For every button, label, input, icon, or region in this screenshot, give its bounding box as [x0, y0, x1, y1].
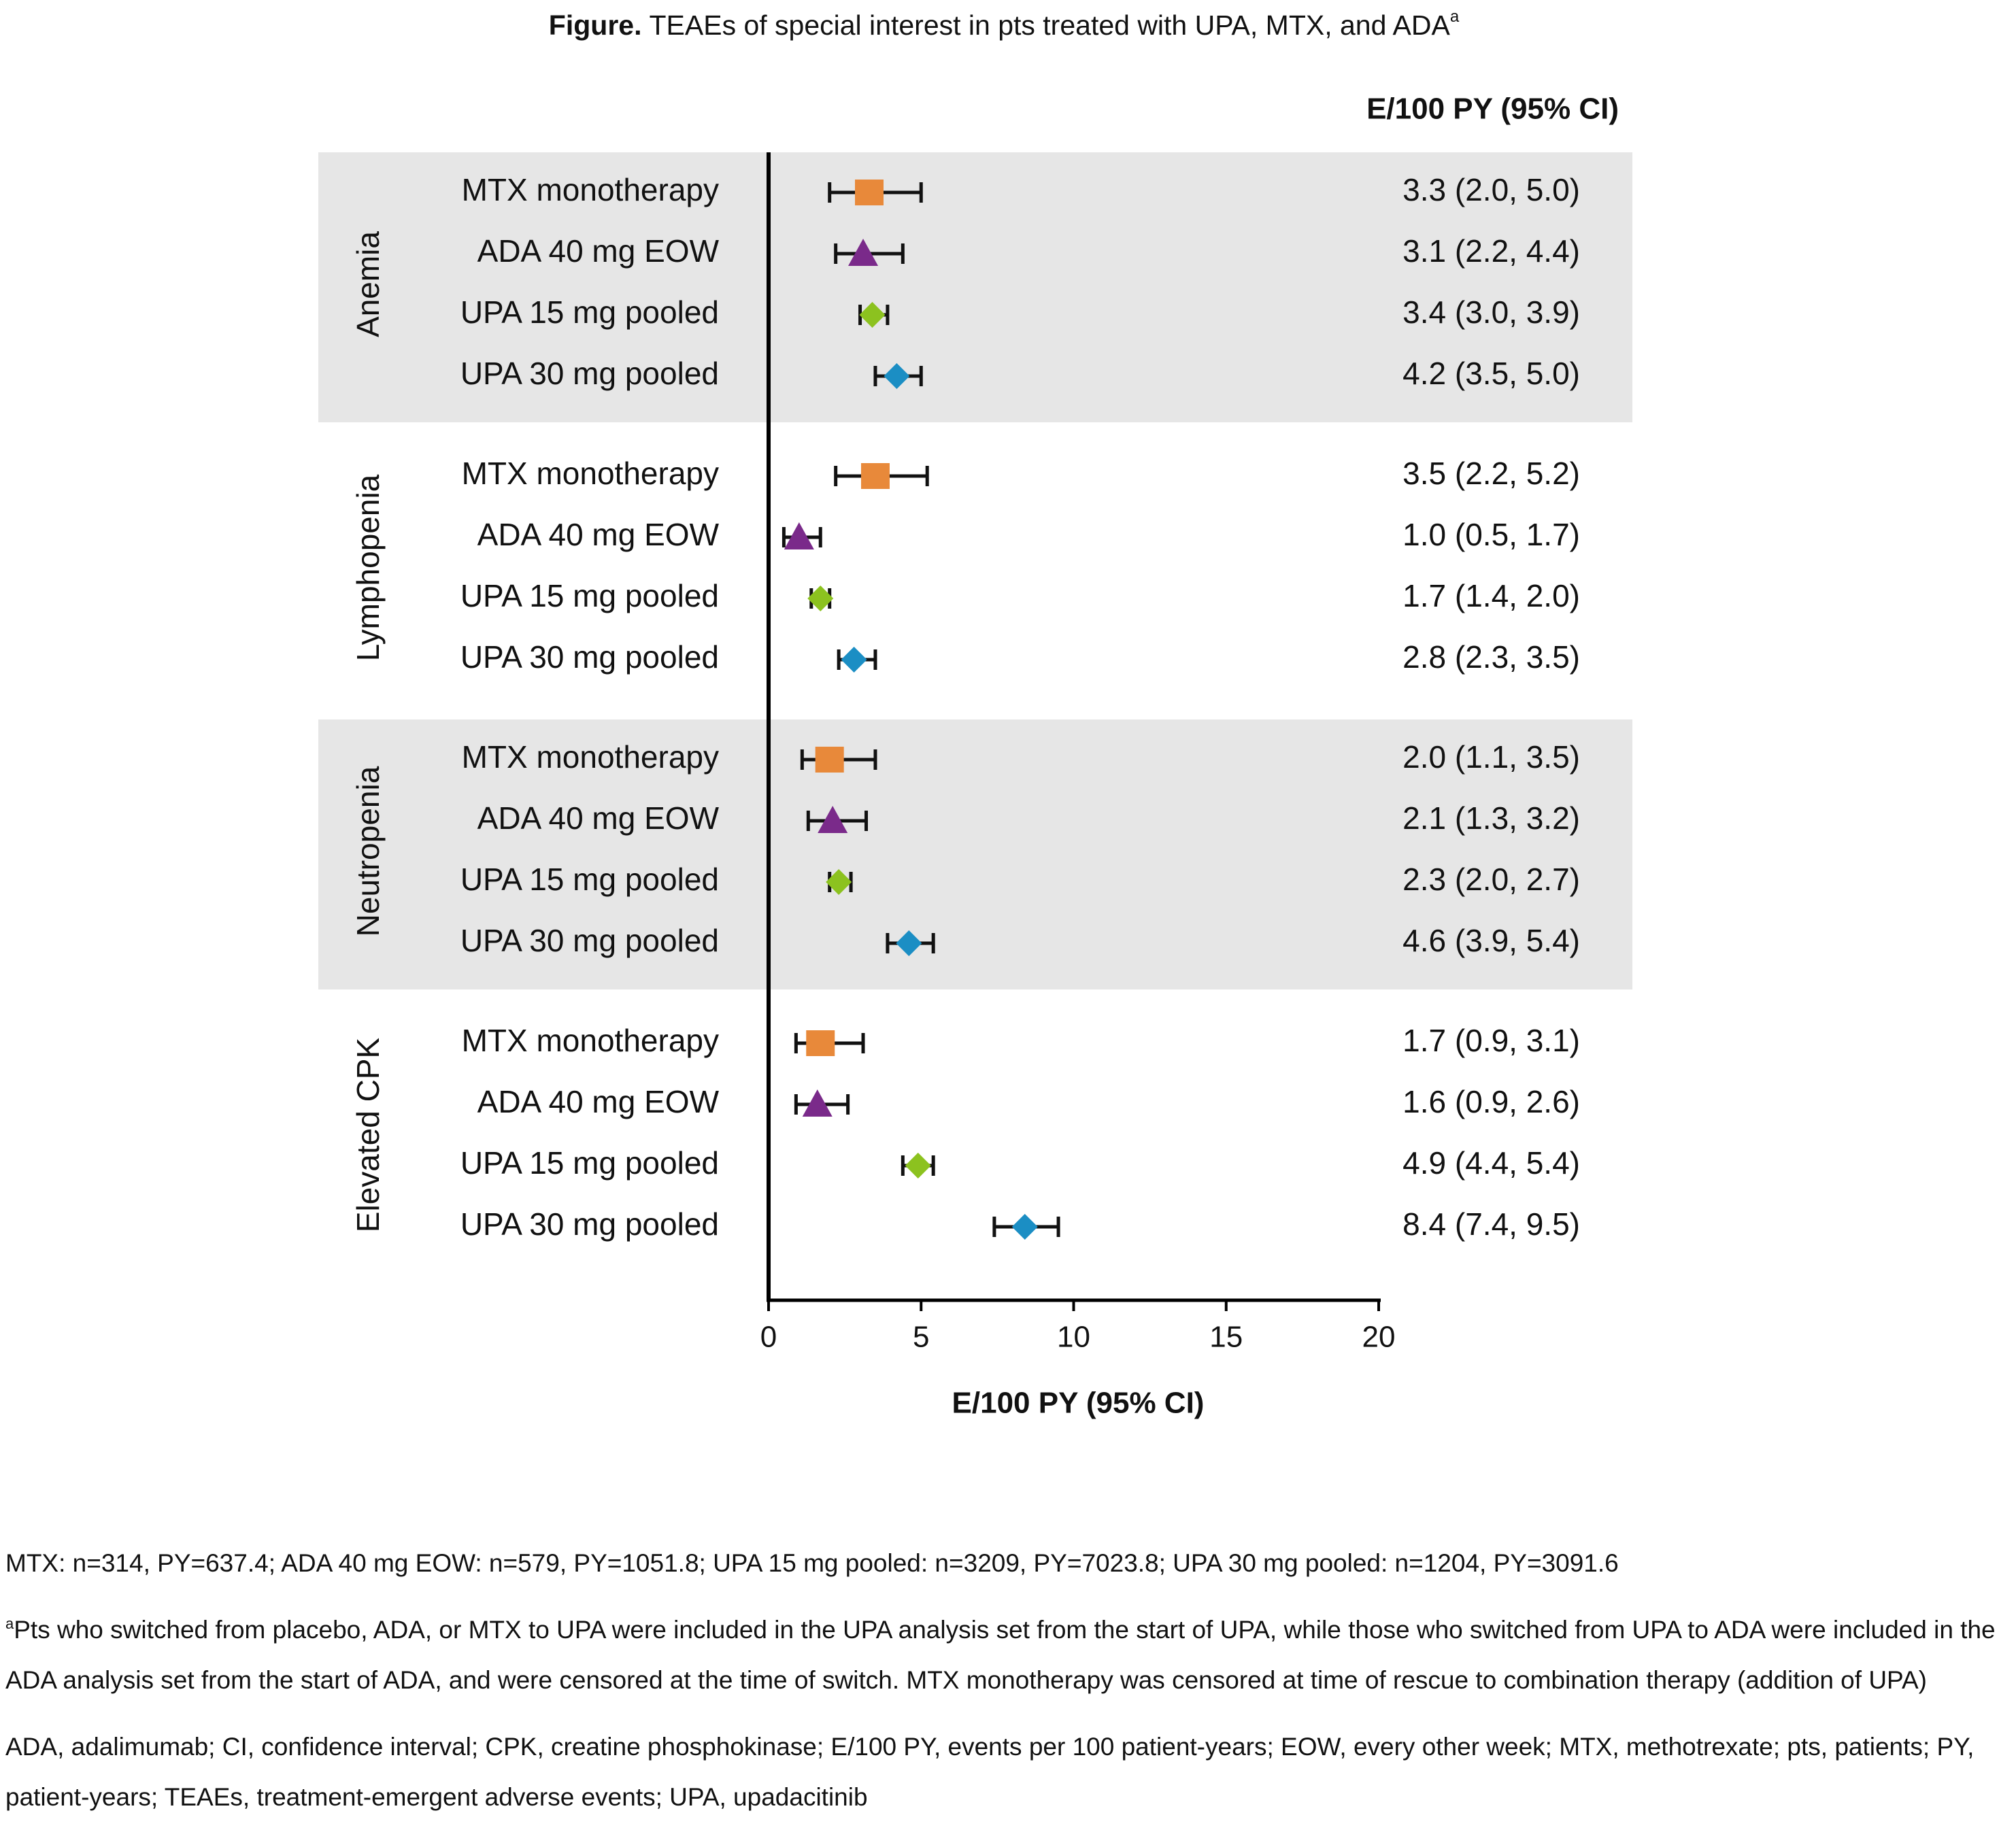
value-label: 3.3 (2.0, 5.0)	[1402, 172, 1580, 207]
row-label: UPA 15 mg pooled	[460, 578, 719, 613]
group-label: Elevated CPK	[350, 1038, 386, 1233]
value-label: 1.0 (0.5, 1.7)	[1402, 517, 1580, 552]
row-label: UPA 15 mg pooled	[460, 1145, 719, 1181]
x-axis-title: E/100 PY (95% CI)	[952, 1387, 1205, 1420]
group-label: Neutropenia	[350, 766, 386, 936]
row-label: UPA 30 mg pooled	[460, 356, 719, 391]
row-label: MTX monotherapy	[462, 1023, 719, 1058]
value-label: 1.7 (1.4, 2.0)	[1402, 578, 1580, 613]
row-label: MTX monotherapy	[462, 456, 719, 491]
row-label: ADA 40 mg EOW	[477, 800, 720, 836]
value-label: 3.5 (2.2, 5.2)	[1402, 456, 1580, 491]
marker-diamond	[807, 586, 834, 611]
value-label: 4.6 (3.9, 5.4)	[1402, 923, 1580, 958]
marker-triangle	[784, 522, 814, 549]
row-label: ADA 40 mg EOW	[477, 233, 720, 269]
marker-diamond	[905, 1153, 931, 1179]
marker-triangle	[818, 806, 848, 833]
footnote: ADA, adalimumab; CI, confidence interval…	[5, 1722, 2005, 1823]
footnote-text: Pts who switched from placebo, ADA, or M…	[5, 1616, 1996, 1694]
marker-square	[806, 1030, 835, 1056]
footnote: MTX: n=314, PY=637.4; ADA 40 mg EOW: n=5…	[5, 1538, 2005, 1589]
footnote-text: MTX: n=314, PY=637.4; ADA 40 mg EOW: n=5…	[5, 1549, 1619, 1577]
marker-triangle	[848, 239, 879, 266]
marker-diamond	[896, 930, 922, 956]
x-tick-label: 5	[913, 1321, 929, 1354]
footnote-marker: a	[5, 1615, 14, 1632]
footnotes: MTX: n=314, PY=637.4; ADA 40 mg EOW: n=5…	[5, 1538, 2005, 1839]
value-label: 3.4 (3.0, 3.9)	[1402, 294, 1580, 330]
chart: Figure. TEAEs of special interest in pts …	[318, 7, 1632, 1420]
value-label: 2.1 (1.3, 3.2)	[1402, 800, 1580, 836]
x-tick-label: 10	[1057, 1321, 1090, 1354]
x-tick-label: 0	[760, 1321, 777, 1354]
value-label: 1.6 (0.9, 2.6)	[1402, 1084, 1580, 1119]
row-label: UPA 30 mg pooled	[460, 639, 719, 675]
footnote: aPts who switched from placebo, ADA, or …	[5, 1605, 2005, 1706]
title-sup: a	[1450, 7, 1460, 26]
value-label: 2.3 (2.0, 2.7)	[1402, 862, 1580, 897]
x-tick-label: 20	[1362, 1321, 1396, 1354]
group-label: Anemia	[350, 231, 386, 337]
row-label: ADA 40 mg EOW	[477, 517, 720, 552]
marker-diamond	[841, 647, 867, 673]
value-label: 2.0 (1.1, 3.5)	[1402, 739, 1580, 775]
value-label: 3.1 (2.2, 4.4)	[1402, 233, 1580, 269]
row-label: UPA 15 mg pooled	[460, 294, 719, 330]
column-header: E/100 PY (95% CI)	[1366, 92, 1619, 126]
row-label: MTX monotherapy	[462, 172, 719, 207]
marker-diamond	[859, 302, 886, 328]
chart-title: Figure. TEAEs of special interest in pts …	[549, 7, 1460, 40]
marker-diamond	[1011, 1214, 1038, 1240]
footnote-text: ADA, adalimumab; CI, confidence interval…	[5, 1733, 1975, 1811]
value-label: 2.8 (2.3, 3.5)	[1402, 639, 1580, 675]
marker-diamond	[884, 363, 910, 389]
row-label: UPA 30 mg pooled	[460, 1206, 719, 1242]
group-band	[318, 719, 1632, 989]
row-label: UPA 30 mg pooled	[460, 923, 719, 958]
row-label: MTX monotherapy	[462, 739, 719, 775]
marker-square	[860, 463, 890, 489]
value-label: 4.9 (4.4, 5.4)	[1402, 1145, 1580, 1181]
group-label: Lymphopenia	[350, 474, 386, 661]
marker-square	[815, 747, 844, 773]
value-label: 4.2 (3.5, 5.0)	[1402, 356, 1580, 391]
row-label: UPA 15 mg pooled	[460, 862, 719, 897]
title-prefix: Figure.	[549, 10, 642, 41]
value-label: 8.4 (7.4, 9.5)	[1402, 1206, 1580, 1242]
title-text: TEAEs of special interest in pts treated…	[649, 10, 1450, 41]
marker-diamond	[826, 869, 852, 895]
marker-square	[855, 180, 884, 205]
x-tick-label: 15	[1209, 1321, 1243, 1354]
value-label: 1.7 (0.9, 3.1)	[1402, 1023, 1580, 1058]
marker-triangle	[802, 1089, 833, 1117]
row-label: ADA 40 mg EOW	[477, 1084, 720, 1119]
group-band	[318, 152, 1632, 422]
